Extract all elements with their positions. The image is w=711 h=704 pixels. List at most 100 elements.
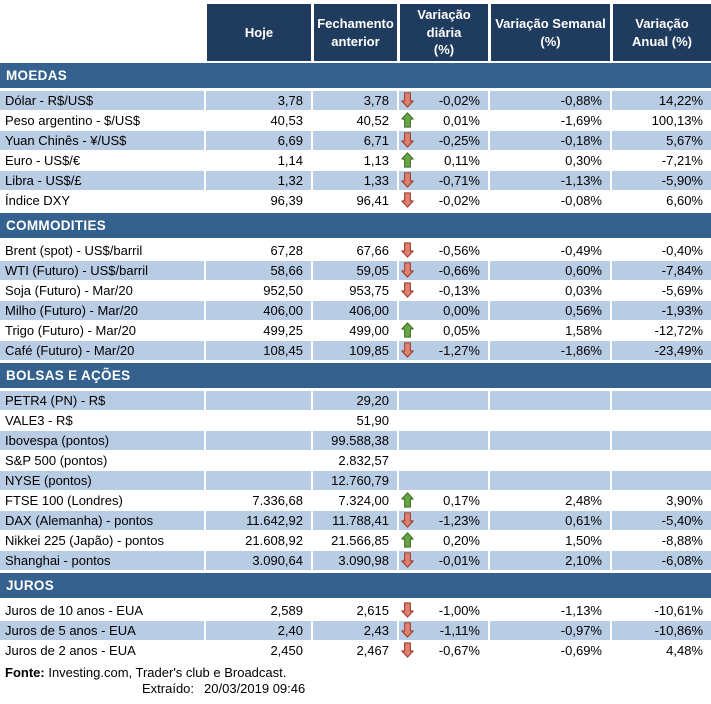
trend-arrow-slot: [401, 342, 415, 359]
asset-label: Soja (Futuro) - Mar/20: [0, 281, 204, 301]
column-header-fechamento-anterior: Fechamento anterior: [311, 4, 397, 61]
fechamento-anterior-value: 7.324,00: [311, 491, 397, 511]
extracted-line: Extraído: 20/03/2019 09:46: [0, 681, 711, 697]
down-arrow-icon: [401, 192, 414, 208]
asset-label: Café (Futuro) - Mar/20: [0, 341, 204, 361]
variacao-diaria-cell: [397, 431, 488, 451]
variacao-semanal-value: -0,88%: [488, 91, 610, 111]
fechamento-anterior-value: 40,52: [311, 111, 397, 131]
down-arrow-icon: [401, 242, 414, 258]
variacao-anual-value: [610, 431, 711, 451]
variacao-semanal-value: 0,60%: [488, 261, 610, 281]
variacao-anual-value: -23,49%: [610, 341, 711, 361]
hoje-value: 2,450: [204, 641, 311, 661]
trend-arrow-slot: [401, 282, 415, 299]
variacao-anual-value: -12,72%: [610, 321, 711, 341]
variacao-anual-value: 3,90%: [610, 491, 711, 511]
fechamento-anterior-value: 67,66: [311, 241, 397, 261]
variacao-semanal-value: -1,13%: [488, 171, 610, 191]
fechamento-anterior-value: 2,615: [311, 601, 397, 621]
variacao-diaria-cell: -0,25%: [397, 131, 488, 151]
variacao-semanal-value: [488, 431, 610, 451]
table-row: Juros de 2 anos - EUA 2,450 2,467 -0,67%…: [0, 641, 711, 661]
variacao-semanal-value: 0,03%: [488, 281, 610, 301]
asset-label: Yuan Chinês - ¥/US$: [0, 131, 204, 151]
hoje-value: 108,45: [204, 341, 311, 361]
up-arrow-icon: [401, 112, 414, 128]
table-row: Ibovespa (pontos) 99.588,38: [0, 431, 711, 451]
table-row: Café (Futuro) - Mar/20 108,45 109,85 -1,…: [0, 341, 711, 361]
up-arrow-icon: [401, 492, 414, 508]
variacao-diaria-value: 0,17%: [443, 493, 480, 508]
variacao-semanal-value: -1,86%: [488, 341, 610, 361]
fechamento-anterior-value: 953,75: [311, 281, 397, 301]
table-body: MOEDAS Dólar - R$/US$ 3,78 3,78 -0,02% -…: [0, 63, 711, 661]
trend-arrow-slot: [401, 322, 415, 339]
variacao-anual-value: -5,69%: [610, 281, 711, 301]
hoje-value: 3,78: [204, 91, 311, 111]
variacao-anual-value: [610, 391, 711, 411]
down-arrow-icon: [401, 552, 414, 568]
variacao-diaria-value: -0,25%: [438, 133, 480, 148]
table-row: FTSE 100 (Londres) 7.336,68 7.324,00 0,1…: [0, 491, 711, 511]
trend-arrow-slot: [401, 392, 415, 409]
source-label: Fonte:: [5, 665, 45, 680]
hoje-value: 406,00: [204, 301, 311, 321]
variacao-diaria-value: -0,01%: [438, 553, 480, 568]
variacao-diaria-value: -1,00%: [438, 603, 480, 618]
variacao-diaria-value: -1,27%: [438, 343, 480, 358]
table-row: Juros de 10 anos - EUA 2,589 2,615 -1,00…: [0, 601, 711, 621]
trend-arrow-slot: [401, 452, 415, 469]
table-row: NYSE (pontos) 12.760,79: [0, 471, 711, 491]
asset-label: Peso argentino - $/US$: [0, 111, 204, 131]
table-row: Milho (Futuro) - Mar/20 406,00 406,00 0,…: [0, 301, 711, 321]
column-header-variacao-diaria: Variação diária (%): [397, 4, 488, 61]
variacao-anual-value: -1,93%: [610, 301, 711, 321]
variacao-anual-value: [610, 471, 711, 491]
variacao-anual-value: -10,61%: [610, 601, 711, 621]
source-text: Investing.com, Trader's club e Broadcast…: [44, 665, 287, 680]
hoje-value: [204, 411, 311, 431]
down-arrow-icon: [401, 512, 414, 528]
table-row: Índice DXY 96,39 96,41 -0,02% -0,08% 6,6…: [0, 191, 711, 211]
asset-label: WTI (Futuro) - US$/barril: [0, 261, 204, 281]
variacao-diaria-cell: -1,00%: [397, 601, 488, 621]
down-arrow-icon: [401, 622, 414, 638]
fechamento-anterior-value: 109,85: [311, 341, 397, 361]
asset-label: Juros de 5 anos - EUA: [0, 621, 204, 641]
hoje-value: 1,32: [204, 171, 311, 191]
variacao-semanal-value: 0,56%: [488, 301, 610, 321]
column-header-hoje: Hoje: [204, 4, 311, 61]
variacao-diaria-cell: [397, 471, 488, 491]
variacao-diaria-cell: 0,01%: [397, 111, 488, 131]
asset-label: NYSE (pontos): [0, 471, 204, 491]
hoje-value: 11.642,92: [204, 511, 311, 531]
trend-arrow-slot: [401, 132, 415, 149]
variacao-semanal-value: -0,69%: [488, 641, 610, 661]
variacao-anual-value: -0,40%: [610, 241, 711, 261]
variacao-anual-value: [610, 411, 711, 431]
asset-label: VALE3 - R$: [0, 411, 204, 431]
fechamento-anterior-value: 2,467: [311, 641, 397, 661]
hoje-value: 952,50: [204, 281, 311, 301]
hoje-value: [204, 391, 311, 411]
up-arrow-icon: [401, 322, 414, 338]
hoje-value: 2,40: [204, 621, 311, 641]
variacao-semanal-value: [488, 391, 610, 411]
variacao-semanal-value: 1,50%: [488, 531, 610, 551]
table-header: Hoje Fechamento anterior Variação diária…: [0, 4, 711, 61]
source-line: Fonte: Investing.com, Trader's club e Br…: [0, 665, 711, 681]
variacao-semanal-value: 0,61%: [488, 511, 610, 531]
variacao-diaria-cell: -0,13%: [397, 281, 488, 301]
variacao-semanal-value: [488, 411, 610, 431]
down-arrow-icon: [401, 642, 414, 658]
section-header-moedas: MOEDAS: [0, 63, 711, 88]
variacao-diaria-cell: -0,02%: [397, 191, 488, 211]
table-row: Brent (spot) - US$/barril 67,28 67,66 -0…: [0, 241, 711, 261]
fechamento-anterior-value: 1,13: [311, 151, 397, 171]
variacao-diaria-cell: 0,11%: [397, 151, 488, 171]
variacao-anual-value: 6,60%: [610, 191, 711, 211]
hoje-value: 2,589: [204, 601, 311, 621]
asset-label: Nikkei 225 (Japão) - pontos: [0, 531, 204, 551]
table-row: VALE3 - R$ 51,90: [0, 411, 711, 431]
